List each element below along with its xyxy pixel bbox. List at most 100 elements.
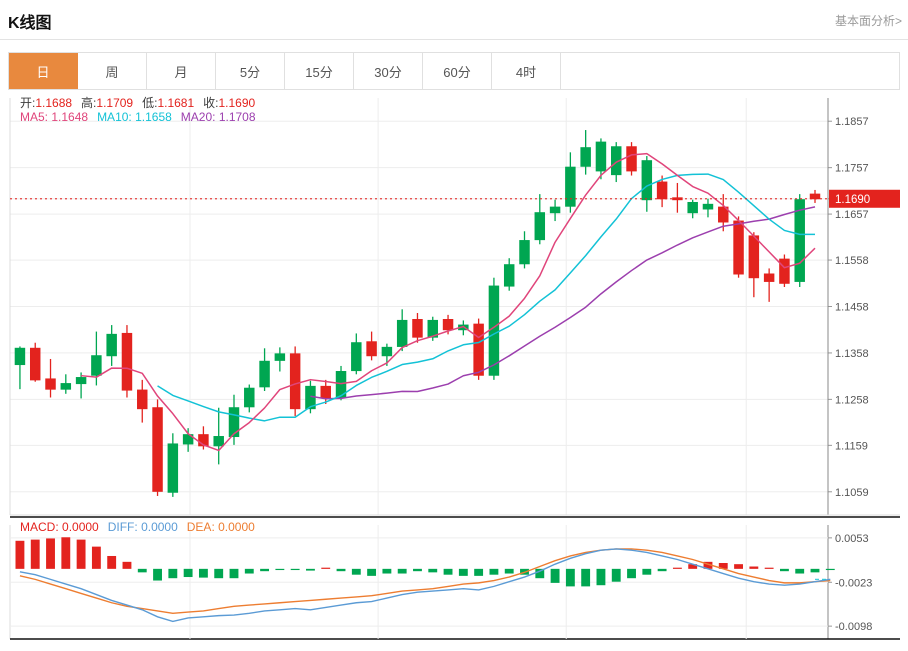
candlestick	[60, 374, 72, 394]
macd-histogram-bar	[76, 539, 86, 569]
current-price-tag	[829, 189, 900, 208]
candlestick	[396, 309, 408, 352]
diff-line	[19, 548, 831, 623]
candlestick	[626, 142, 637, 176]
candlestick	[733, 216, 744, 278]
price-axis-tick: 1.1059	[835, 487, 869, 499]
macd-histogram-bar	[336, 568, 346, 572]
macd-histogram-bar	[306, 568, 315, 571]
candlestick	[779, 254, 790, 287]
candlestick	[809, 189, 821, 203]
macd-histogram-bar	[15, 540, 25, 569]
macd-histogram-bar	[214, 568, 224, 579]
tab-3[interactable]: 月	[147, 53, 216, 89]
macd-histogram-bar	[290, 568, 300, 571]
candlestick	[14, 346, 26, 390]
candlestick	[274, 347, 286, 372]
candlestick	[351, 333, 362, 375]
macd-histogram-bar	[428, 568, 438, 573]
macd-histogram-bar	[275, 568, 285, 571]
macd-histogram-bar	[397, 568, 407, 574]
candlestick	[702, 198, 714, 218]
candlestick	[259, 348, 270, 392]
macd-histogram-bar	[367, 568, 377, 576]
fundamental-analysis-link[interactable]: 基本面分析>	[834, 14, 902, 28]
macd-histogram-bar	[718, 563, 728, 569]
price-axis-tick: 1.1857	[835, 116, 869, 128]
macd-histogram-bar	[810, 568, 820, 573]
tab-8[interactable]: 4时	[492, 53, 561, 89]
candlestick	[718, 194, 729, 232]
page-header: K线图 基本面分析>	[0, 0, 908, 40]
candlestick	[152, 399, 163, 496]
macd-histogram-bar	[825, 568, 835, 571]
price-axis-tick: 1.1757	[835, 163, 869, 175]
candlestick	[366, 331, 377, 361]
candlestick	[565, 152, 576, 213]
candlestick	[213, 407, 224, 465]
candlestick	[580, 130, 591, 175]
macd-histogram-bar	[596, 568, 606, 586]
macd-histogram-bar	[611, 568, 621, 582]
macd-histogram-bar	[443, 568, 453, 575]
chart-area[interactable]: 1.1857 1.1757 1.1657 1.1558 1.1458 1.1358 1.12…	[8, 90, 900, 645]
macd-histogram-bar	[749, 566, 759, 569]
candlestick	[672, 182, 683, 213]
macd-histogram-bar	[703, 561, 713, 569]
candlestick	[29, 342, 41, 382]
macd-histogram-bar	[321, 567, 331, 569]
macd-histogram-bar	[764, 567, 774, 569]
candlestick	[45, 358, 56, 398]
tab-4[interactable]: 5分	[216, 53, 285, 89]
macd-axis-tick: 0.0053	[835, 533, 869, 545]
candlestick	[641, 156, 653, 212]
candlestick	[763, 268, 775, 302]
dea-line	[19, 548, 831, 614]
macd-histogram-bar	[734, 564, 743, 569]
tab-6[interactable]: 30分	[354, 53, 423, 89]
candlestick	[412, 313, 423, 343]
macd-histogram-bar	[198, 568, 208, 578]
candlestick	[519, 231, 530, 269]
tab-2[interactable]: 周	[78, 53, 147, 89]
macd-histogram-bar	[168, 568, 178, 579]
macd-histogram-bar	[61, 537, 71, 569]
macd-histogram-bar	[672, 567, 682, 569]
price-axis-tick: 1.1458	[835, 302, 869, 314]
page-title: K线图	[8, 15, 52, 32]
macd-histogram-bar	[550, 568, 560, 583]
macd-histogram-bar	[474, 568, 484, 576]
price-axis-tick: 1.1258	[835, 394, 869, 406]
macd-histogram-bar	[458, 568, 468, 576]
price-axis-tick: 1.1358	[835, 348, 869, 360]
macd-histogram-bar	[627, 568, 636, 579]
macd-histogram-bar	[122, 561, 132, 569]
tab-7[interactable]: 60分	[423, 53, 492, 89]
candlestick	[167, 433, 179, 497]
tab-5[interactable]: 15分	[285, 53, 354, 89]
price-axis-tick: 1.1159	[835, 440, 868, 452]
current-price-tag-label: 1.1690	[835, 194, 870, 206]
candlestick	[595, 138, 607, 180]
tab-1[interactable]: 日	[9, 53, 78, 89]
macd-histogram-bar	[229, 568, 239, 579]
macd-histogram-bar	[489, 568, 499, 575]
candlestick	[549, 199, 561, 222]
candlestick	[228, 394, 240, 445]
candlestick	[320, 379, 331, 405]
kline-chart-svg[interactable]: 1.1857 1.1757 1.1657 1.1558 1.1458 1.1358 1.12…	[8, 90, 900, 645]
candlestick	[656, 175, 668, 208]
macd-histogram-bar	[30, 539, 40, 569]
macd-histogram-bar	[504, 568, 514, 574]
macd-histogram-bar	[351, 568, 361, 575]
candlestick	[503, 258, 515, 291]
macd-histogram-bar	[91, 546, 101, 569]
macd-histogram-bar	[183, 568, 193, 578]
ma-line-20	[310, 206, 816, 400]
macd-histogram-bar	[535, 568, 545, 579]
macd-axis-tick: -0.0023	[835, 577, 872, 589]
macd-histogram-bar	[642, 568, 652, 575]
macd-histogram-bar	[581, 568, 591, 587]
macd-histogram-bar	[137, 568, 147, 573]
